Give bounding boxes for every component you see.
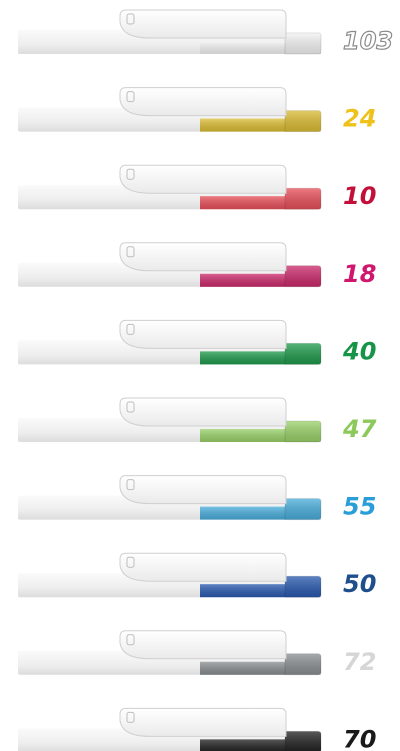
pen-row: 10 [18,165,376,210]
color-code: 70 [343,725,376,751]
pen-clip [120,243,286,271]
pen-tip-shade [285,654,321,675]
pen-color-shade [200,507,285,520]
pen-color-shade [200,119,285,132]
pen-clip [120,10,286,38]
pen-color-shade [200,429,285,442]
pen-tip-shade [285,111,321,132]
pen-tip-shade [285,188,321,209]
pen-row: 47 [18,398,377,443]
pen-clip [120,553,286,581]
pen-clip [120,165,286,193]
pen-row: 55 [18,476,376,521]
pen-clip [120,631,286,659]
pen-clip [120,708,286,736]
pen-color-shade [200,196,285,209]
pen-tip-shade [285,266,321,287]
pen-tip-shade [285,33,321,54]
pen-row: 70 [18,708,376,751]
pen-tip-shade [285,499,321,520]
pen-row: 50 [18,553,376,598]
pen-tip-shade [285,421,321,442]
color-code: 72 [343,648,376,676]
color-code: 24 [343,105,376,133]
pen-catalog: 103 24 10 18 40 47 55 50 72 70 [0,0,400,751]
pen-color-shade [200,274,285,287]
pen-row: 72 [18,631,376,676]
color-code: 18 [343,260,376,288]
pen-color-shade [200,41,285,54]
pen-row: 103 [18,10,393,55]
pen-clip [120,320,286,348]
color-code: 50 [343,570,376,598]
pen-tip-shade [285,343,321,364]
pen-color-shade [200,584,285,597]
pen-clip [120,398,286,426]
color-code: 10 [343,182,376,210]
pen-row: 24 [18,88,376,133]
color-code: 55 [343,493,376,521]
pen-color-shade [200,739,285,751]
color-code: 47 [342,415,377,443]
color-code: 103 [343,27,393,55]
pen-clip [120,476,286,504]
pen-clip [120,88,286,116]
pen-tip-shade [285,576,321,597]
pen-row: 40 [18,320,376,365]
pen-tip-shade [285,731,321,751]
pen-color-shade [200,351,285,364]
pen-color-shade [200,662,285,675]
pen-row: 18 [18,243,376,288]
color-code: 40 [342,337,376,365]
